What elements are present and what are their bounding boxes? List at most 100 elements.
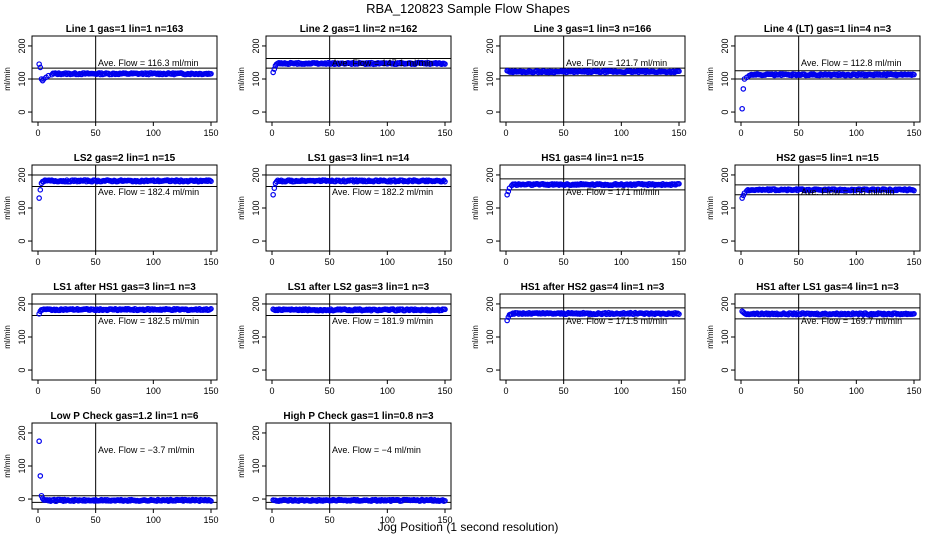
ave-flow-annotation: Ave. Flow = 147.1 ml/min bbox=[332, 58, 433, 68]
plot-frame bbox=[734, 164, 921, 252]
y-tick-label: 0 bbox=[17, 110, 27, 115]
panel-2: Line 2 gas=1 lin=2 n=162 0 100 200 ml/min 0 50… bbox=[237, 24, 453, 138]
data-point bbox=[739, 105, 745, 112]
x-tick-label: 50 bbox=[794, 386, 804, 396]
x-tick-label: 100 bbox=[146, 128, 161, 138]
ave-flow-annotation: Ave. Flow = 182.2 ml/min bbox=[332, 187, 433, 197]
panel-title: LS1 after LS2 gas=3 lin=1 n=3 bbox=[288, 282, 430, 293]
y-tick-label: 0 bbox=[485, 110, 495, 115]
x-tick-label: 150 bbox=[203, 386, 218, 396]
y-axis-label: ml/min bbox=[3, 454, 12, 478]
x-tick-label: 100 bbox=[614, 386, 629, 396]
x-tick-label: 150 bbox=[906, 128, 921, 138]
x-tick-label: 0 bbox=[35, 257, 40, 267]
data-point bbox=[739, 195, 745, 201]
y-tick-label: 0 bbox=[720, 110, 730, 115]
data-point bbox=[740, 86, 747, 92]
y-axis-label: ml/min bbox=[471, 67, 480, 91]
plot-frame bbox=[499, 293, 686, 381]
y-tick-label: 0 bbox=[17, 239, 27, 244]
x-tick-label: 100 bbox=[146, 386, 161, 396]
panel-title: HS2 gas=5 lin=1 n=15 bbox=[776, 153, 879, 164]
y-tick-label: 200 bbox=[17, 38, 27, 53]
data-point bbox=[300, 306, 306, 312]
ave-flow-annotation: Ave. Flow = 171.5 ml/min bbox=[566, 316, 667, 326]
data-point bbox=[208, 498, 214, 504]
panel-8: HS2 gas=5 lin=1 n=15 0 100 200 ml/min 0 50 100 1… bbox=[706, 153, 922, 267]
y-tick-label: 200 bbox=[485, 167, 495, 182]
x-tick-label: 150 bbox=[906, 386, 921, 396]
data-point bbox=[37, 187, 44, 193]
data-point bbox=[36, 311, 42, 317]
data-point bbox=[911, 71, 917, 78]
x-tick-label: 150 bbox=[203, 128, 218, 138]
y-tick-label: 200 bbox=[251, 38, 261, 53]
y-tick-label: 200 bbox=[17, 425, 27, 440]
data-point bbox=[45, 72, 52, 79]
y-tick-label: 200 bbox=[17, 296, 27, 311]
y-tick-label: 0 bbox=[485, 368, 495, 373]
y-tick-label: 0 bbox=[720, 239, 730, 244]
x-tick-label: 100 bbox=[380, 128, 395, 138]
y-tick-label: 0 bbox=[251, 368, 261, 373]
y-tick-label: 100 bbox=[251, 71, 261, 86]
x-tick-label: 50 bbox=[559, 128, 569, 138]
y-axis-label: ml/min bbox=[237, 196, 246, 220]
panel-12: HS1 after LS1 gas=4 lin=1 n=3 0 100 200 ml/m… bbox=[706, 282, 922, 396]
x-tick-label: 150 bbox=[203, 515, 218, 525]
panel-7: HS1 gas=4 lin=1 n=15 0 100 200 ml/min 0 50 100 1… bbox=[471, 153, 687, 267]
x-tick-label: 50 bbox=[325, 128, 335, 138]
x-tick-label: 50 bbox=[91, 128, 101, 138]
x-tick-label: 100 bbox=[849, 128, 864, 138]
y-axis-label: ml/min bbox=[237, 454, 246, 478]
y-tick-label: 200 bbox=[720, 296, 730, 311]
panel-10: LS1 after LS2 gas=3 lin=1 n=3 0 100 200 ml/m… bbox=[237, 282, 453, 396]
x-tick-label: 0 bbox=[269, 128, 274, 138]
y-axis-label: ml/min bbox=[471, 196, 480, 220]
y-axis-label: ml/min bbox=[706, 67, 715, 91]
x-tick-label: 0 bbox=[738, 386, 743, 396]
panel-grid: Line 1 gas=1 lin=1 n=163 0 100 200 ml/min 0 50… bbox=[3, 24, 922, 525]
x-tick-label: 100 bbox=[614, 128, 629, 138]
data-point bbox=[36, 438, 42, 445]
panel-13: Low P Check gas=1.2 lin=1 n=6 0 100 200 ml/m… bbox=[3, 411, 219, 525]
panel-title: HS1 gas=4 lin=1 n=15 bbox=[541, 153, 644, 164]
ave-flow-annotation: Ave. Flow = 169.7 ml/min bbox=[801, 316, 902, 326]
plot-frame bbox=[265, 35, 452, 123]
ave-flow-annotation: Ave. Flow = 171 ml/min bbox=[566, 187, 660, 197]
data-point bbox=[271, 66, 278, 72]
x-tick-label: 50 bbox=[91, 386, 101, 396]
data-point bbox=[37, 473, 44, 479]
plot-frame bbox=[499, 164, 686, 252]
data-point bbox=[37, 64, 44, 71]
x-tick-label: 50 bbox=[794, 257, 804, 267]
data-point bbox=[442, 61, 448, 67]
y-tick-label: 100 bbox=[720, 329, 730, 344]
x-tick-label: 150 bbox=[437, 386, 452, 396]
x-tick-label: 150 bbox=[203, 257, 218, 267]
panel-title: LS1 after HS1 gas=3 lin=1 n=3 bbox=[53, 282, 196, 293]
panel-6: LS1 gas=3 lin=1 n=14 0 100 200 ml/min 0 50 100 1… bbox=[237, 153, 453, 267]
x-tick-label: 150 bbox=[671, 386, 686, 396]
y-tick-label: 200 bbox=[485, 38, 495, 53]
panel-4: Line 4 (LT) gas=1 lin=4 n=3 0 100 200 ml/min… bbox=[706, 24, 922, 138]
y-tick-label: 100 bbox=[485, 71, 495, 86]
x-tick-label: 100 bbox=[146, 257, 161, 267]
x-tick-label: 50 bbox=[91, 257, 101, 267]
ave-flow-annotation: Ave. Flow = 182.5 ml/min bbox=[98, 316, 199, 326]
data-point bbox=[36, 195, 42, 201]
data-point bbox=[676, 311, 682, 317]
x-tick-label: 0 bbox=[269, 257, 274, 267]
panel-11: HS1 after HS2 gas=4 lin=1 n=3 0 100 200 ml/m… bbox=[471, 282, 687, 396]
ave-flow-annotation: Ave. Flow = 112.8 ml/min bbox=[801, 58, 901, 68]
x-tick-label: 50 bbox=[325, 257, 335, 267]
x-tick-label: 150 bbox=[906, 257, 921, 267]
x-tick-label: 0 bbox=[503, 386, 508, 396]
x-tick-label: 50 bbox=[559, 386, 569, 396]
figure-x-axis-label: Jog Position (1 second resolution) bbox=[378, 520, 559, 534]
y-tick-label: 200 bbox=[720, 167, 730, 182]
y-axis-label: ml/min bbox=[471, 325, 480, 349]
plot-frame bbox=[499, 35, 686, 123]
y-axis-label: ml/min bbox=[706, 325, 715, 349]
y-tick-label: 100 bbox=[251, 458, 261, 473]
